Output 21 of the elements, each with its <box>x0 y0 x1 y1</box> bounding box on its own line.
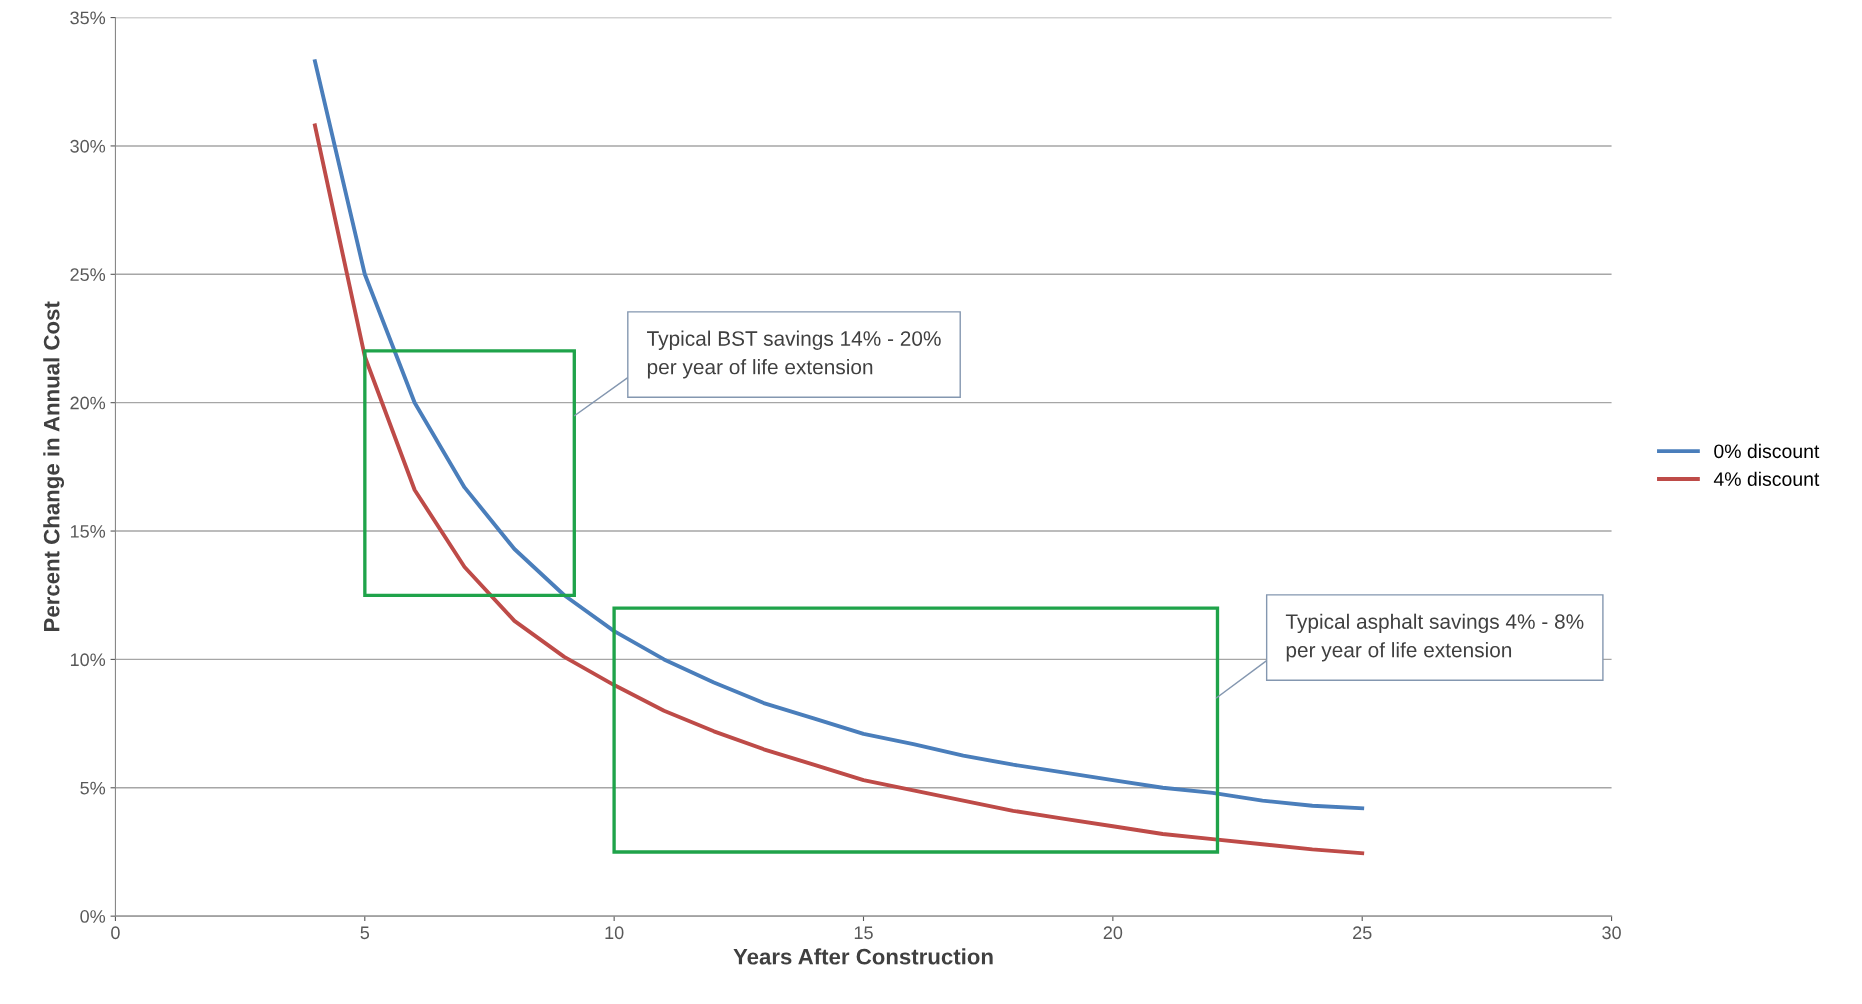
x-tick-label: 0 <box>111 926 120 940</box>
y-tick-label: 35% <box>70 11 106 25</box>
y-tick-label: 5% <box>80 781 106 795</box>
annotation: Typical asphalt savings 4% - 8% per year of life extension <box>1285 613 1584 662</box>
x-tick-label: 10 <box>605 926 624 940</box>
x-tick-label: 15 <box>854 926 873 940</box>
y-tick-label: 15% <box>70 525 106 538</box>
legend-label: 0% discount <box>1714 443 1820 459</box>
annotation: Typical BST savings 14% - 20% per year of life extension <box>647 330 941 379</box>
y-tick-label: 10% <box>70 653 106 667</box>
y-tick-label: 25% <box>70 268 106 282</box>
x-tick-label: 30 <box>1602 926 1621 940</box>
y-tick-label: 30% <box>70 139 106 153</box>
y-tick-label: 20% <box>70 396 106 410</box>
x-axis-title: Years After Construction <box>733 948 993 965</box>
y-tick-label: 0% <box>80 910 106 923</box>
y-axis-title: Percent Change in Annual Cost <box>43 301 65 632</box>
legend-label: 4% discount <box>1713 471 1820 486</box>
x-tick-label: 5 <box>360 926 370 940</box>
x-tick-label: 25 <box>1353 926 1372 940</box>
x-tick-label: 20 <box>1103 926 1123 940</box>
